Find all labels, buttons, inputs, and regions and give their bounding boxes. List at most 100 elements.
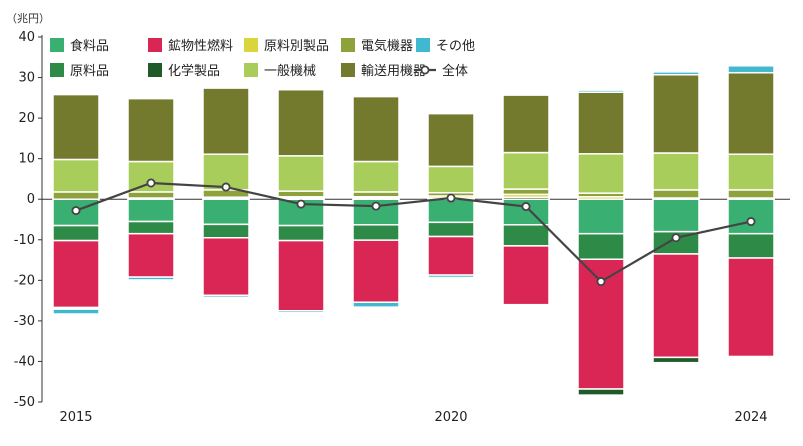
- total-point-2020: [446, 193, 456, 203]
- bar-segment-raw-2021: [502, 224, 550, 247]
- bar-segment-food-2016: [127, 198, 175, 223]
- bar-segment-trans-2018: [277, 88, 325, 157]
- bar-segment-food-2023: [652, 198, 700, 233]
- legend-swatch-food: [50, 38, 64, 52]
- bar-segment-fuel-2023: [652, 253, 700, 359]
- bar-segment-raw-2018: [277, 224, 325, 242]
- x-tick-label-2020: 2020: [434, 410, 467, 425]
- total-point-2023: [671, 233, 681, 243]
- bar-segment-raw-2015: [52, 224, 100, 242]
- legend-label-total: 全体: [442, 63, 468, 79]
- bar-segment-fuel-2021: [502, 245, 550, 306]
- bar-segment-food-2024: [727, 198, 775, 235]
- bar-segment-trans-2024: [727, 71, 775, 155]
- bar-segment-fuel-2020: [427, 235, 475, 276]
- total-point-2019: [371, 201, 381, 211]
- total-point-2022: [596, 277, 606, 287]
- total-point-2017: [221, 182, 231, 192]
- bar-segment-chem-2023: [652, 356, 700, 364]
- y-tick-label: 20: [18, 111, 35, 126]
- bar-segment-chem-2024: [727, 355, 775, 359]
- legend-label-mfg: 原料別製品: [264, 39, 329, 54]
- bar-segment-other-2017: [202, 294, 250, 299]
- bar-segment-mach-2015: [52, 158, 100, 193]
- total-point-2018: [296, 199, 306, 209]
- bar-segment-mach-2018: [277, 155, 325, 192]
- bar-segment-elec-2018: [277, 190, 325, 198]
- total-point-2016: [146, 178, 156, 188]
- y-tick-label: 40: [18, 30, 35, 45]
- bar-segment-food-2022: [577, 198, 625, 235]
- bar-segment-fuel-2024: [727, 257, 775, 358]
- bar-segment-mach-2021: [502, 151, 550, 190]
- bar-segment-food-2020: [427, 198, 475, 224]
- x-axis: 2015 2020 2024: [59, 410, 767, 425]
- total-point-2015: [71, 206, 81, 216]
- legend-label-food: 食料品: [70, 38, 109, 54]
- legend-swatch-trans: [341, 63, 355, 77]
- y-tick-label: -40: [14, 354, 35, 369]
- y-tick-label: -30: [14, 314, 35, 329]
- legend-label-raw: 原料品: [70, 64, 109, 79]
- bar-segment-trans-2022: [577, 91, 625, 155]
- bar-segment-fuel-2018: [277, 239, 325, 312]
- bar-segment-elec-2021: [502, 188, 550, 196]
- bar-segment-other-2016: [127, 276, 175, 281]
- bar-segment-fuel-2019: [352, 239, 400, 303]
- x-tick-label-2015: 2015: [59, 410, 92, 425]
- bar-segment-mach-2020: [427, 165, 475, 194]
- bar-segment-other-2020: [427, 274, 475, 279]
- bar-segment-mach-2023: [652, 152, 700, 191]
- bar-segment-trans-2020: [427, 112, 475, 168]
- bar-segment-fuel-2017: [202, 237, 250, 297]
- legend-swatch-mach: [244, 63, 258, 77]
- stacked-bars: [52, 65, 775, 396]
- unit-label: （兆円）: [6, 12, 50, 25]
- bar-segment-mach-2019: [352, 160, 400, 193]
- legend-swatch-chem: [148, 63, 162, 77]
- y-axis: 40 30 20 10 0 -10 -20 -30 -40 -50: [14, 30, 42, 410]
- bar-segment-trans-2016: [127, 97, 175, 163]
- legend-label-chem: 化学製品: [168, 63, 220, 79]
- bar-segment-other-2021: [502, 93, 550, 96]
- bar-segment-raw-2024: [727, 232, 775, 259]
- legend-label-other: その他: [436, 39, 475, 54]
- bar-segment-chem-2022: [577, 388, 625, 396]
- bar-segment-raw-2019: [352, 224, 400, 241]
- bar-segment-elec-2015: [52, 191, 100, 200]
- y-tick-label: 30: [18, 71, 35, 86]
- legend-swatch-elec: [341, 38, 355, 52]
- total-line-path: [75, 181, 752, 283]
- bar-segment-raw-2022: [577, 232, 625, 260]
- bar-segment-other-2023: [652, 71, 700, 76]
- total-point-2024: [746, 217, 756, 227]
- bar-segment-fuel-2016: [127, 232, 175, 278]
- legend-label-fuel: 鉱物性燃料: [168, 38, 233, 54]
- bar-segment-other-2019: [352, 301, 400, 308]
- bar-segment-trans-2019: [352, 95, 400, 163]
- legend-swatch-fuel: [148, 38, 162, 52]
- legend-marker-total: [420, 65, 430, 75]
- bar-segment-elec-2024: [727, 189, 775, 199]
- bar-segment-other-2018: [277, 310, 325, 314]
- y-tick-label: -10: [14, 233, 35, 248]
- y-tick-label: -20: [14, 273, 35, 288]
- legend-swatch-other: [416, 38, 430, 52]
- bar-segment-mach-2022: [577, 153, 625, 194]
- bar-segment-elec-2016: [127, 191, 175, 199]
- legend-swatch-mfg: [244, 38, 258, 52]
- bar-segment-trans-2023: [652, 73, 700, 154]
- total-line: [71, 178, 756, 287]
- total-point-2021: [521, 202, 531, 212]
- bar-segment-raw-2020: [427, 221, 475, 238]
- bar-segment-other-2024: [727, 65, 775, 74]
- y-tick-label: 10: [18, 152, 35, 167]
- bar-segment-fuel-2015: [52, 239, 100, 309]
- legend-label-trans: 輸送用機器: [361, 64, 426, 79]
- bar-segment-trans-2017: [202, 87, 250, 155]
- bar-segment-trans-2021: [502, 94, 550, 154]
- bar-segment-other-2022: [577, 89, 625, 93]
- legend-label-mach: 一般機械: [264, 63, 316, 79]
